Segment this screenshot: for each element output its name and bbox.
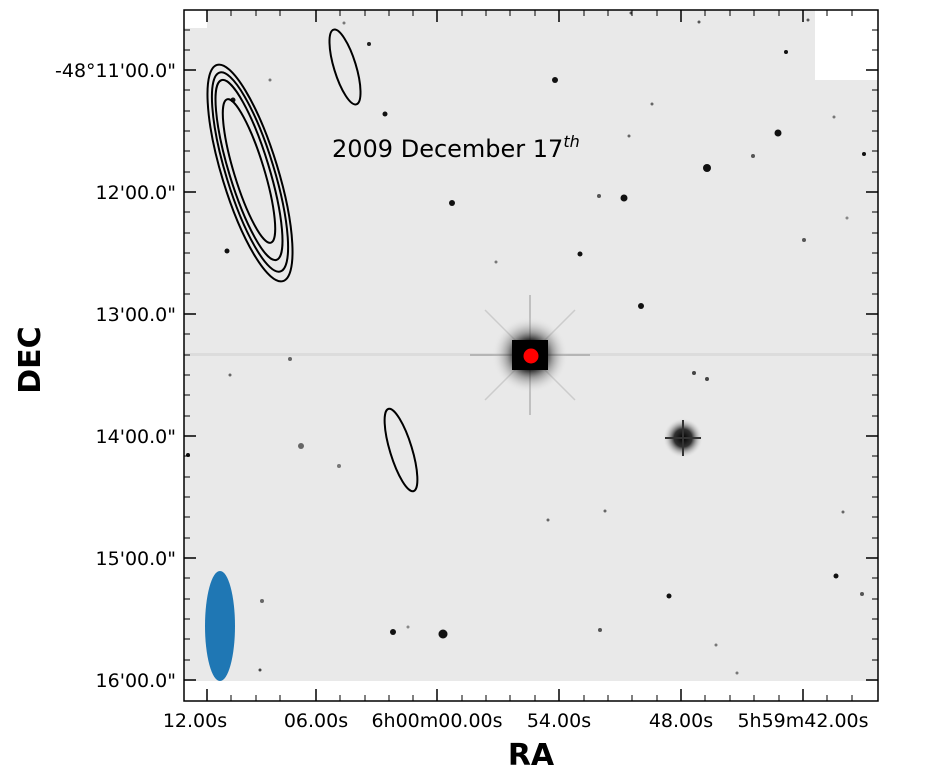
x-tick-label: 06.00s (284, 710, 348, 732)
x-axis-title: RA (508, 738, 555, 773)
red-source-marker (523, 348, 539, 364)
field-stars (186, 11, 866, 675)
secondary-star (663, 418, 703, 458)
x-tick-labels: 12.00s 06.00s 6h00m00.00s 54.00s 48.00s … (163, 710, 869, 732)
y-tick-label: 13'00.0" (96, 304, 176, 326)
y-axis-title: DEC (13, 326, 48, 393)
beam-ellipse (205, 571, 235, 681)
y-tick-label: 15'00.0" (96, 548, 176, 570)
minor-ticks (184, 10, 878, 701)
x-tick-label: 54.00s (527, 710, 591, 732)
radio-contours (206, 28, 419, 493)
x-tick-label: 48.00s (649, 710, 713, 732)
x-tick-label: 12.00s (163, 710, 227, 732)
y-tick-label: 12'00.0" (96, 182, 176, 204)
x-tick-label: 6h00m00.00s (371, 710, 502, 732)
y-tick-label: 16'00.0" (96, 670, 176, 692)
y-tick-label: -48°11'00.0" (55, 60, 176, 82)
date-annotation-suffix: th (563, 132, 579, 151)
date-annotation: 2009 December 17th (332, 132, 580, 163)
optical-image (184, 10, 878, 701)
y-tick-labels: -48°11'00.0" 12'00.0" 13'00.0" 14'00.0" … (55, 60, 176, 692)
axis-ticks (184, 10, 878, 701)
x-tick-label: 5h59m42.00s (737, 710, 868, 732)
y-tick-label: 14'00.0" (96, 426, 176, 448)
